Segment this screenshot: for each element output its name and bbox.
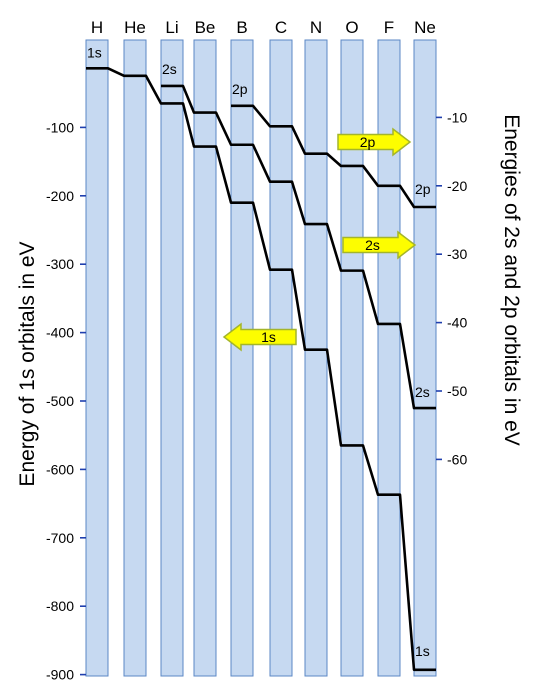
left-tick-label: -800 — [46, 598, 74, 614]
column-f — [377, 39, 401, 677]
curve-label-2s: 2s — [415, 384, 430, 400]
left-tick-label: -900 — [46, 667, 74, 683]
column-c — [269, 39, 293, 677]
element-label-n: N — [310, 18, 322, 37]
column-ne — [413, 39, 437, 677]
curve-label-2p: 2p — [232, 81, 248, 97]
arrow-2p — [337, 127, 412, 157]
right-tick-label: -20 — [447, 178, 467, 194]
curve-label-2s: 2s — [162, 61, 177, 77]
element-columns: H He Li Be B C N O F Ne — [85, 18, 437, 677]
column-n — [304, 39, 328, 677]
left-tick-label: -500 — [46, 393, 74, 409]
element-label-o: O — [345, 18, 358, 37]
left-tick-label: -100 — [46, 119, 74, 135]
axes: -100 -200 -300 -400 -500 -600 -700 -800 -900 -10 -… — [46, 109, 467, 682]
element-label-h: H — [91, 18, 103, 37]
left-axis-label: Energy of 1s orbitals in eV — [16, 241, 39, 486]
curve-labels: 1s 2s 2p 2p 2s 1s — [87, 44, 431, 659]
left-tick-label: -700 — [46, 530, 74, 546]
right-tick-label: -60 — [447, 451, 467, 467]
column-he — [123, 39, 147, 677]
arrow-label-2s: 2s — [365, 237, 380, 253]
right-axis-label: Energies of 2s and 2p orbitals in eV — [500, 114, 523, 446]
column-b — [230, 39, 254, 677]
element-label-be: Be — [195, 18, 216, 37]
curve-label-1s: 1s — [415, 643, 430, 659]
column-o — [340, 39, 364, 677]
element-label-ne: Ne — [414, 18, 436, 37]
element-label-li: Li — [165, 18, 178, 37]
arrow-label-1s: 1s — [261, 329, 276, 345]
series-line-2s — [161, 84, 436, 410]
left-tick-label: -400 — [46, 325, 74, 341]
arrow-annotations: 2p 2s 1s — [222, 127, 417, 352]
arrow-label-2p: 2p — [360, 134, 376, 150]
column-h — [85, 39, 109, 677]
element-label-b: B — [236, 18, 247, 37]
right-tick-label: -50 — [447, 383, 467, 399]
left-tick-label: -300 — [46, 256, 74, 272]
right-tick-label: -10 — [447, 109, 467, 125]
curve-label-1s: 1s — [87, 44, 102, 60]
column-li — [160, 39, 184, 677]
left-tick-label: -600 — [46, 461, 74, 477]
arrow-1s — [222, 322, 297, 352]
series-line-1s — [86, 67, 436, 672]
element-label-he: He — [124, 18, 146, 37]
curve-label-2p: 2p — [415, 181, 431, 197]
left-tick-label: -200 — [46, 188, 74, 204]
right-tick-label: -30 — [447, 246, 467, 262]
column-be — [193, 39, 217, 677]
right-tick-label: -40 — [447, 315, 467, 331]
series-line-2p — [231, 104, 436, 209]
arrow-2s — [342, 230, 417, 260]
element-label-c: C — [275, 18, 287, 37]
series-lines — [86, 67, 436, 672]
element-label-f: F — [384, 18, 394, 37]
